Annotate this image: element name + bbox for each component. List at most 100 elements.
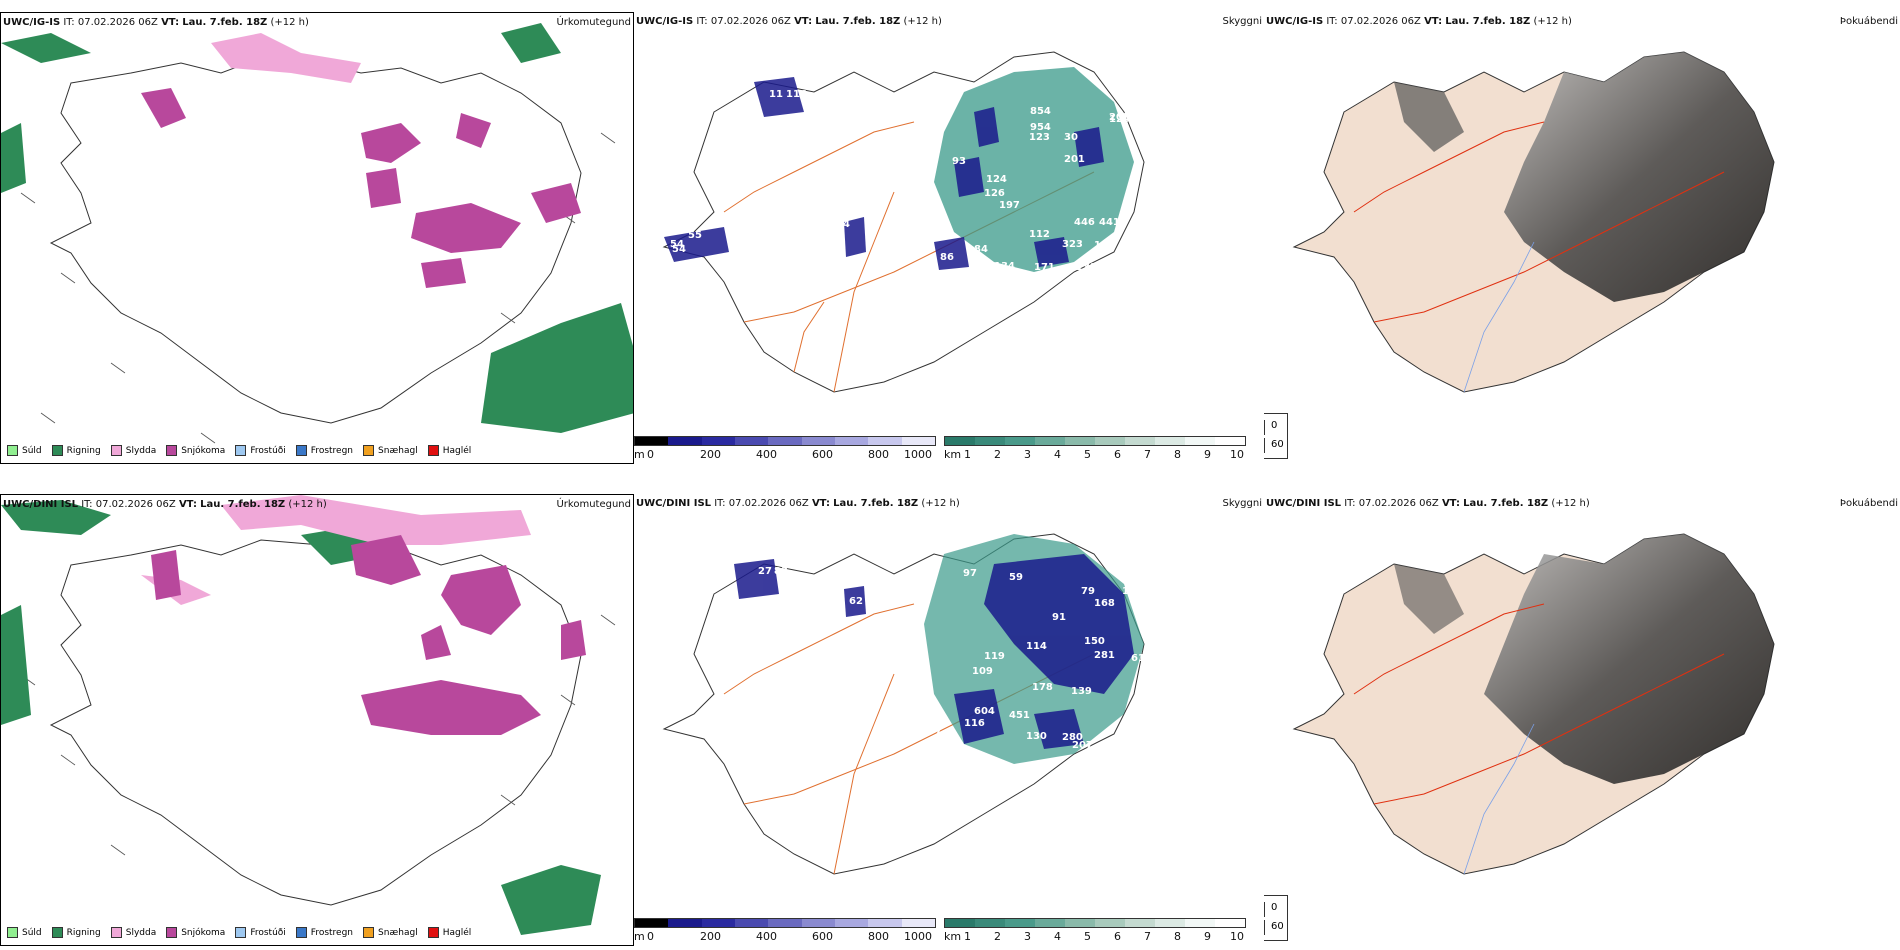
cloud-base-label: 197 (999, 200, 1020, 211)
visibility-colorbar (944, 918, 1246, 928)
panel-title: UWC/DINI ISL IT: 07.02.2026 06Z VT: Lau.… (3, 499, 327, 510)
legend-swatch (51, 445, 63, 456)
fog-legend-value: 60 (1271, 921, 1284, 932)
fog-field (1484, 534, 1774, 784)
cloud-base-label: 139 (1071, 686, 1092, 697)
cloud-base-label: 451 (1009, 710, 1030, 721)
legend-item: Frostregn (295, 445, 353, 456)
cloud-base-label: 161 (1112, 742, 1133, 753)
cloud-base-label: 130 (1026, 731, 1047, 742)
fog-legend: 0 60 (1264, 895, 1288, 941)
cloud-base-label: 59 (1009, 572, 1023, 583)
cloud-base-panel-row2: 188 27 83 95 62 97 59 79 168 91 134 114 … (634, 494, 1264, 946)
precip-type-map (1, 13, 633, 463)
tick-label: 10 (1230, 930, 1244, 943)
legend-swatch (166, 445, 178, 456)
panel-title: UWC/IG-IS IT: 07.02.2026 06Z VT: Lau. 7.… (636, 16, 942, 27)
road-network (723, 121, 1095, 393)
precip-snow (151, 535, 586, 735)
tick-label: 800 (868, 930, 889, 943)
cloud-base-label: 280 (1062, 732, 1083, 743)
cloud-base-label: 109 (972, 666, 993, 677)
legend-swatch (235, 445, 247, 456)
cloud-base-map: 188 27 83 95 62 97 59 79 168 91 134 114 … (662, 500, 1193, 875)
tick-label: 800 (868, 448, 889, 461)
cloud-base-labels: 11 116 93 124 126 197 123 30 201 128 10 … (670, 89, 1163, 273)
legend-item: Frostúði (235, 445, 286, 456)
tick-label: 5 (1084, 448, 1091, 461)
tick-label: 9 (1204, 930, 1211, 943)
tick-label: 3 (1024, 930, 1031, 943)
panel-title: UWC/DINI ISL IT: 07.02.2026 06Z VT: Lau.… (636, 498, 960, 509)
cloud-base-label: 134 (994, 261, 1015, 272)
cloud-base-label: 441 (1099, 217, 1120, 228)
legend-swatch (235, 927, 247, 938)
cloud-base-label: 854 (1030, 106, 1051, 117)
precip-rain (1, 23, 633, 433)
cloud-base-labels: 188 27 83 95 62 97 59 79 168 91 134 114 … (704, 500, 1193, 793)
tick-label: 400 (756, 930, 777, 943)
legend-swatch (295, 927, 307, 938)
visibility-unit: km (944, 448, 962, 461)
cloud-base-label: 54 (672, 244, 686, 255)
cloud-base-label: 73 (1179, 652, 1193, 663)
legend-swatch (427, 927, 439, 938)
fog-field (1504, 52, 1774, 302)
fog-index-map (1292, 533, 1775, 875)
legend-item: Snjókoma (166, 927, 225, 938)
cloud-base-label: 91 (1116, 249, 1130, 260)
legend-item: Slydda (110, 927, 156, 938)
cloud-base-label: 201 (1064, 154, 1085, 165)
cloud-base-label: 181 (1122, 112, 1143, 123)
legend-item: Rigning (51, 927, 101, 938)
fog-index-panel-row2: Þokuábendi 0 60 (1264, 494, 1900, 946)
tick-label: 2 (994, 448, 1001, 461)
legend-item: Snjókoma (166, 445, 225, 456)
rivers (1463, 241, 1535, 393)
tick-label: 6 (1114, 448, 1121, 461)
fog-legend: 0 60 (1264, 413, 1288, 459)
cloud-base-label: 128 (1142, 184, 1163, 195)
tick-label: 4 (1054, 448, 1061, 461)
iceland-outline (662, 533, 1145, 875)
tick-label: 0 (647, 930, 654, 943)
cloud-base-label: 134 (1122, 586, 1143, 597)
panel-title: UWC/IG-IS IT: 07.02.2026 06Z VT: Lau. 7.… (1266, 16, 1572, 27)
legend-swatch (51, 927, 63, 938)
cloud-base-label: 188 (866, 500, 887, 511)
visibility-unit: km (944, 930, 962, 943)
cloud-base-label: 93 (1159, 681, 1173, 692)
legend-item: Haglél (427, 927, 471, 938)
precip-type-legend: Súld Rigning Slydda Snjókoma Frostúði Fr… (7, 927, 471, 938)
tick-label: 2 (994, 930, 1001, 943)
cloud-base-label: 91 (1052, 612, 1066, 623)
legend-swatch (427, 445, 439, 456)
legend-swatch (110, 445, 122, 456)
tick-label: 5 (1084, 930, 1091, 943)
cloud-base-label: 116 (786, 89, 807, 100)
cloud-base-blue (664, 77, 1104, 270)
cloud-base-unit: m (634, 930, 645, 943)
tick-label: 0 (647, 448, 654, 461)
cloud-base-label: 495 (1134, 217, 1155, 228)
cloud-base-label: 11 (769, 89, 783, 100)
cloud-base-label: 123 (1029, 132, 1050, 143)
legend-item: Snæhagl (363, 445, 418, 456)
tick-label: 200 (700, 448, 721, 461)
cloud-base-label: 84 (974, 244, 988, 255)
cloud-base-label: 80 (704, 717, 718, 728)
precip-snow (141, 88, 581, 288)
cloud-base-label: 94 (836, 219, 850, 230)
precip-type-legend: Súld Rigning Slydda Snjókoma Frostúði Fr… (7, 445, 471, 456)
fog-index-map (1292, 51, 1775, 393)
cloud-base-label: 95 (797, 596, 811, 607)
cloud-base-label: 119 (984, 651, 1005, 662)
cloud-base-label: 97 (963, 568, 977, 579)
road-network (1353, 603, 1725, 805)
cloud-base-label: 178 (1032, 682, 1053, 693)
tick-label: 600 (812, 448, 833, 461)
legend-swatch (166, 927, 178, 938)
precip-type-panel-row2: UWC/DINI ISL IT: 07.02.2026 06Z VT: Lau.… (0, 494, 634, 946)
panel-corner-title: Þokuábendi (1839, 16, 1898, 27)
cloud-base-label: 30 (1064, 132, 1078, 143)
